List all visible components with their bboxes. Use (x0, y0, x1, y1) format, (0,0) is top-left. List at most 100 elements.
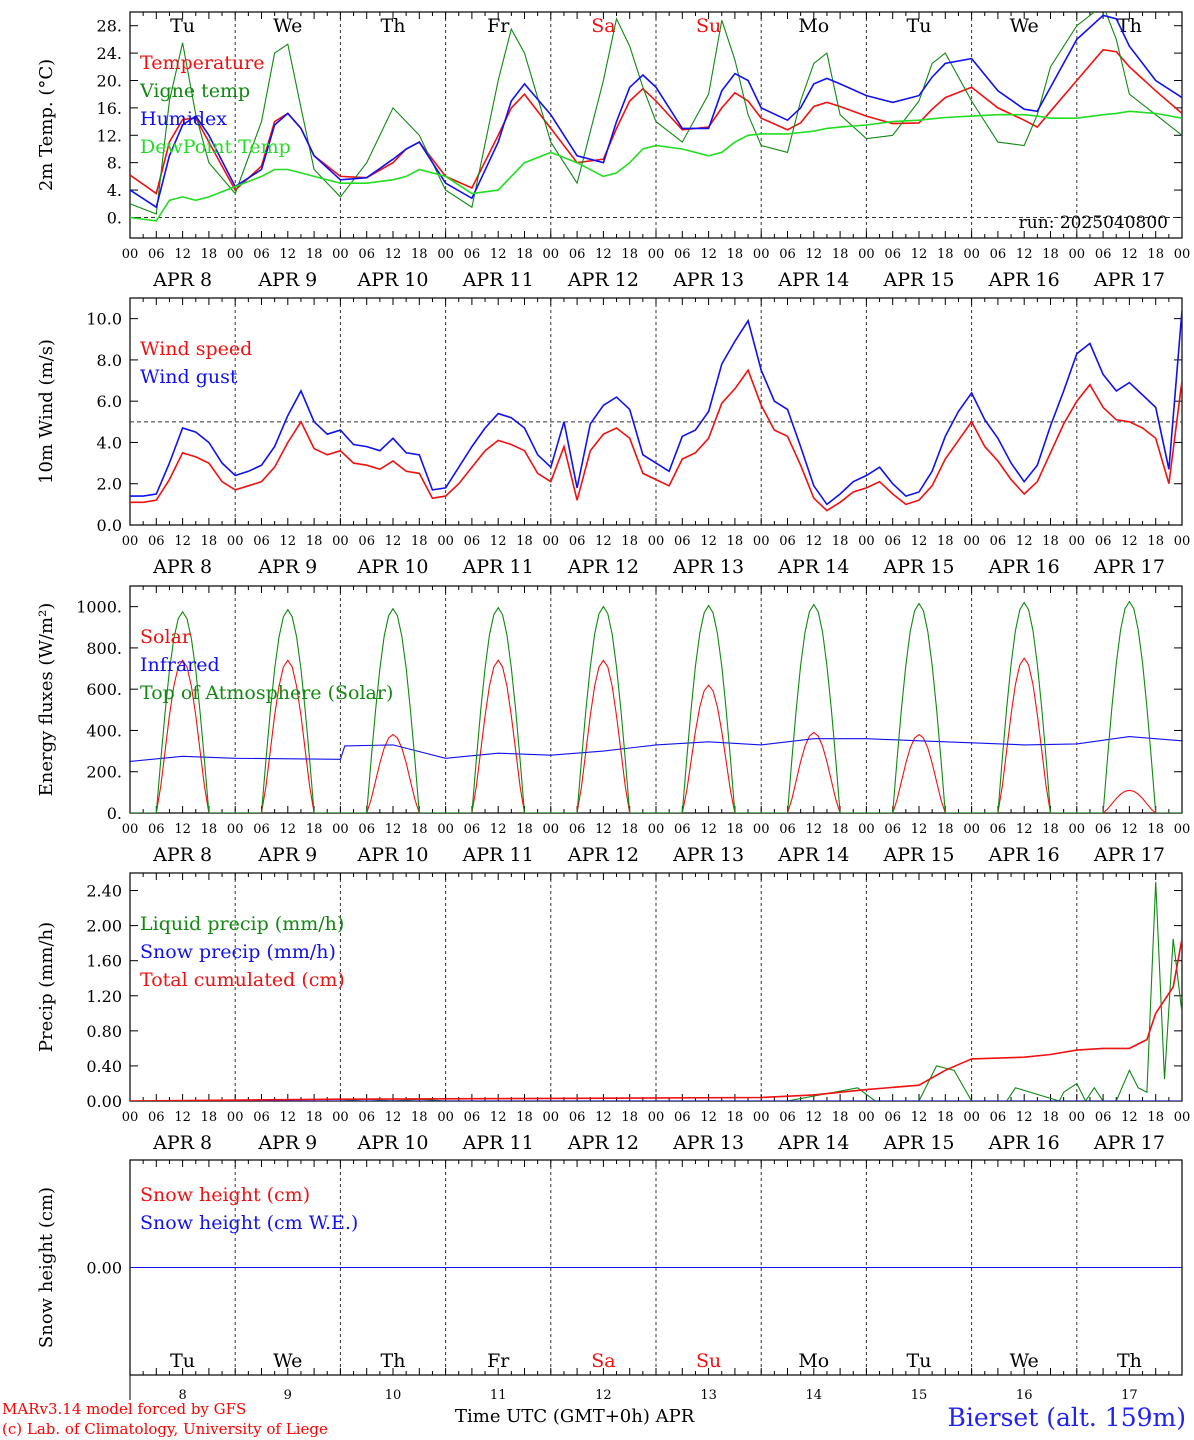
hour-label: 06 (884, 822, 901, 837)
date-label: APR 14 (777, 844, 849, 866)
hour-label: 12 (911, 1110, 928, 1125)
hour-label: 18 (1042, 822, 1059, 837)
y-tick-label: 1.60 (86, 952, 122, 971)
hour-label: 06 (464, 534, 481, 549)
hour-label: 00 (227, 534, 244, 549)
date-label: APR 10 (356, 556, 428, 578)
hour-label: 00 (543, 247, 560, 262)
hour-label: 00 (1069, 1110, 1086, 1125)
hour-label: 06 (990, 822, 1007, 837)
hour-label: 06 (569, 247, 586, 262)
y-tick-label: 4.0 (97, 433, 122, 452)
series-line-wind-speed (130, 368, 1182, 512)
legend-entry: Vigne temp (139, 80, 250, 102)
hour-label: 18 (201, 247, 218, 262)
date-label: APR 17 (1093, 1132, 1165, 1154)
weekday-label: Fr (487, 1350, 510, 1372)
date-label: APR 10 (356, 1132, 428, 1154)
hour-label: 06 (253, 534, 270, 549)
weekday-label: Tu (170, 1350, 195, 1372)
hour-label: 18 (621, 534, 638, 549)
hour-label: 18 (832, 822, 849, 837)
hour-label: 06 (779, 247, 796, 262)
series-line-dewpoint-temp (130, 110, 1182, 222)
y-tick-label: 1.20 (86, 987, 122, 1006)
y-tick-label: 2.00 (86, 917, 122, 936)
hour-label: 06 (884, 247, 901, 262)
hour-label: 18 (1042, 534, 1059, 549)
hour-label: 00 (543, 534, 560, 549)
hour-label: 18 (832, 247, 849, 262)
hour-label: 12 (490, 822, 507, 837)
time-axis-label: Time UTC (GMT+0h) APR (455, 1406, 695, 1427)
date-label: APR 17 (1093, 556, 1165, 578)
hour-label: 00 (753, 247, 770, 262)
hour-label: 00 (963, 1110, 980, 1125)
hour-label: 18 (201, 822, 218, 837)
hour-label: 00 (858, 1110, 875, 1125)
series-line-total-cumulated-cm- (130, 938, 1182, 1101)
hour-label: 00 (122, 822, 139, 837)
date-label: APR 11 (462, 1132, 534, 1154)
weekday-label: Th (1117, 15, 1142, 37)
legend-entry: Solar (140, 626, 192, 648)
hour-label: 12 (1121, 1110, 1138, 1125)
y-tick-label: 1000. (76, 598, 122, 617)
weekday-label: Th (381, 1350, 406, 1372)
y-tick-label: 0.00 (86, 1092, 122, 1111)
hour-label: 12 (911, 534, 928, 549)
date-label: APR 9 (257, 269, 317, 291)
date-label: APR 8 (152, 1132, 212, 1154)
legend-entry: Infrared (140, 654, 220, 676)
weekday-label: Fr (487, 15, 510, 37)
hour-label: 00 (753, 822, 770, 837)
hour-label: 12 (174, 534, 191, 549)
series-line-vigne-temp (130, 12, 1182, 215)
hour-label: 06 (1095, 822, 1112, 837)
hour-label: 06 (253, 822, 270, 837)
hour-label: 12 (385, 1110, 402, 1125)
y-axis-label: 2m Temp. (°C) (36, 59, 57, 191)
hour-label: 18 (1147, 822, 1164, 837)
hour-label: 18 (1147, 1110, 1164, 1125)
y-tick-label: 0. (107, 208, 122, 227)
date-label: APR 11 (462, 844, 534, 866)
date-label: APR 11 (462, 556, 534, 578)
hour-label: 12 (806, 247, 823, 262)
chart-panel-5: 0.00 Snow height (cm) Tu We Th Fr Sa Su Mo Tu We Th… (36, 1159, 1183, 1403)
series-group (130, 881, 1182, 1101)
date-label: APR 15 (882, 1132, 954, 1154)
date-label: APR 13 (672, 269, 744, 291)
date-label: APR 14 (777, 1132, 849, 1154)
hour-label: 12 (595, 247, 612, 262)
date-label: APR 13 (672, 844, 744, 866)
series-group (130, 600, 1182, 813)
hour-label: 06 (884, 1110, 901, 1125)
hour-label: 18 (832, 534, 849, 549)
hour-label: 12 (174, 1110, 191, 1125)
hour-label: 18 (621, 822, 638, 837)
hour-label: 18 (306, 1110, 323, 1125)
hour-label: 12 (911, 247, 928, 262)
y-tick-label: 0. (107, 804, 122, 823)
hour-label: 06 (1095, 534, 1112, 549)
hour-label: 18 (516, 534, 533, 549)
hour-label: 00 (1069, 822, 1086, 837)
hour-label: 00 (122, 1110, 139, 1125)
hour-label: 12 (1016, 1110, 1033, 1125)
hour-label: 18 (411, 534, 428, 549)
hour-label: 18 (727, 534, 744, 549)
date-label: APR 16 (988, 1132, 1060, 1154)
date-label: APR 10 (356, 269, 428, 291)
lab-credit: (c) Lab. of Climatology, University of L… (2, 1420, 328, 1438)
hour-label: 12 (490, 247, 507, 262)
weekday-label: Th (1117, 1350, 1142, 1372)
date-label: APR 8 (152, 844, 212, 866)
y-tick-label: 6.0 (97, 392, 122, 411)
date-label: APR 9 (257, 556, 317, 578)
weekday-label: Su (696, 15, 721, 37)
weekday-label: Tu (907, 15, 932, 37)
series-group (130, 310, 1182, 512)
hour-label: 00 (332, 1110, 349, 1125)
